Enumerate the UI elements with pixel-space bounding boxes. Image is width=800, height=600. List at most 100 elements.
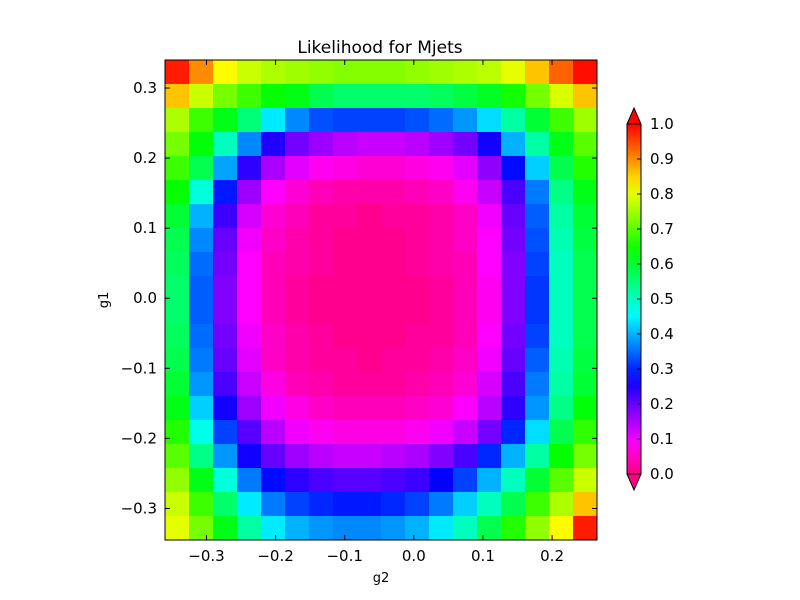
heatmap-cell xyxy=(549,84,574,109)
heatmap-cell xyxy=(549,324,574,349)
colorbar-extend-max xyxy=(626,106,642,125)
colorbar-tick-label: 0.3 xyxy=(650,360,674,378)
heatmap-cell xyxy=(525,60,550,85)
heatmap-cell xyxy=(525,444,550,469)
heatmap-cell xyxy=(237,156,262,181)
heatmap-cell xyxy=(405,348,430,373)
heatmap-cell xyxy=(333,84,358,109)
heatmap-cell xyxy=(453,420,478,445)
heatmap-cell xyxy=(429,372,454,397)
heatmap-cell xyxy=(333,252,358,277)
heatmap-cell xyxy=(285,60,310,85)
heatmap-cell xyxy=(549,300,574,325)
heatmap-cell xyxy=(405,324,430,349)
heatmap-cell xyxy=(165,444,190,469)
heatmap-cell xyxy=(381,444,406,469)
heatmap-cell xyxy=(501,324,526,349)
heatmap-cell xyxy=(549,252,574,277)
heatmap-cell xyxy=(453,252,478,277)
heatmap-cell xyxy=(477,132,502,157)
y-tick-label: −0.2 xyxy=(121,429,157,447)
heatmap-cell xyxy=(501,396,526,421)
heatmap-cell xyxy=(261,132,286,157)
heatmap-cell xyxy=(309,252,334,277)
heatmap-cell xyxy=(213,204,238,229)
heatmap-cell xyxy=(261,276,286,301)
heatmap-cell xyxy=(549,156,574,181)
heatmap-cell xyxy=(285,204,310,229)
heatmap-cell xyxy=(429,156,454,181)
heatmap-cell xyxy=(189,516,214,541)
heatmap-cell xyxy=(381,108,406,133)
heatmap-cell xyxy=(453,516,478,541)
heatmap-cell xyxy=(525,492,550,517)
heatmap-cell xyxy=(261,324,286,349)
y-tick-label: −0.3 xyxy=(121,499,157,517)
heatmap-cell xyxy=(405,156,430,181)
heatmap-cell xyxy=(549,348,574,373)
heatmap-cell xyxy=(453,228,478,253)
heatmap-cell xyxy=(237,492,262,517)
heatmap-cell xyxy=(189,468,214,493)
heatmap-cell xyxy=(333,444,358,469)
heatmap-cell xyxy=(525,84,550,109)
heatmap-cell xyxy=(237,468,262,493)
heatmap-cell xyxy=(525,108,550,133)
heatmap-cell xyxy=(429,444,454,469)
heatmap-cell xyxy=(189,348,214,373)
heatmap-cell xyxy=(333,132,358,157)
heatmap-cell xyxy=(285,324,310,349)
heatmap-cell xyxy=(333,420,358,445)
heatmap-cell xyxy=(525,468,550,493)
heatmap-cell xyxy=(333,372,358,397)
heatmap-cell xyxy=(501,108,526,133)
heatmap-cell xyxy=(165,108,190,133)
heatmap-cell xyxy=(381,324,406,349)
colorbar-extend-min xyxy=(626,473,642,492)
heatmap-cell xyxy=(405,300,430,325)
x-axis: −0.3 −0.2 −0.1 0.0 0.1 0.2 xyxy=(188,60,564,565)
heatmap-cell xyxy=(549,444,574,469)
heatmap-cell xyxy=(573,444,598,469)
heatmap-cell xyxy=(525,516,550,541)
heatmap-cell xyxy=(261,468,286,493)
x-tick-label: 0.2 xyxy=(540,547,564,565)
heatmap-cell xyxy=(477,372,502,397)
colorbar-tick-label: 0.5 xyxy=(650,290,674,308)
heatmap-cell xyxy=(309,324,334,349)
y-axis-label: g1 xyxy=(97,292,112,309)
heatmap-cell xyxy=(549,396,574,421)
heatmap-cell xyxy=(477,276,502,301)
heatmap-cell xyxy=(477,84,502,109)
heatmap-cell xyxy=(357,396,382,421)
heatmap-cell xyxy=(213,252,238,277)
heatmap-cell xyxy=(357,132,382,157)
heatmap-cell xyxy=(549,108,574,133)
heatmap-cell xyxy=(429,348,454,373)
heatmap-cell xyxy=(309,420,334,445)
heatmap-cell xyxy=(573,372,598,397)
heatmap-cell xyxy=(501,84,526,109)
heatmap-cell xyxy=(165,252,190,277)
heatmap-cell xyxy=(333,180,358,205)
heatmap-cell xyxy=(405,420,430,445)
heatmap-cell xyxy=(165,492,190,517)
heatmap-cell xyxy=(429,492,454,517)
heatmap-cell xyxy=(573,60,598,85)
heatmap-cell xyxy=(405,228,430,253)
heatmap-cell xyxy=(213,228,238,253)
heatmap-cell xyxy=(453,348,478,373)
heatmap-cell xyxy=(189,276,214,301)
heatmap-cell xyxy=(261,156,286,181)
heatmap-cell xyxy=(453,156,478,181)
heatmap-cell xyxy=(429,468,454,493)
colorbar-tick-label: 0.0 xyxy=(650,465,674,483)
heatmap-cell xyxy=(477,252,502,277)
heatmap-cell xyxy=(213,108,238,133)
heatmap-cell xyxy=(405,180,430,205)
heatmap-cell xyxy=(429,180,454,205)
heatmap-cell xyxy=(309,300,334,325)
heatmap-cell xyxy=(501,132,526,157)
heatmap-cell xyxy=(285,156,310,181)
heatmap-cell xyxy=(405,492,430,517)
